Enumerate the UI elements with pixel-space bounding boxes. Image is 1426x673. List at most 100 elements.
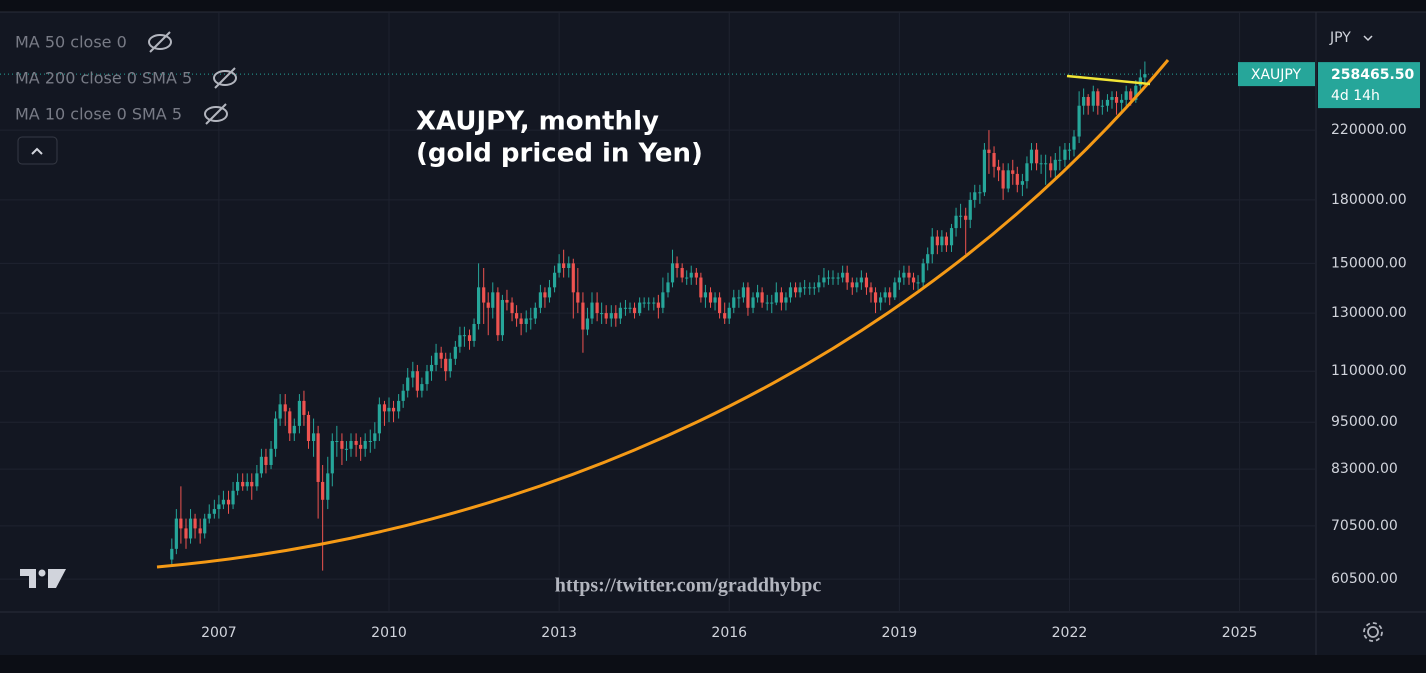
candle-body bbox=[746, 287, 750, 308]
candle-body bbox=[737, 297, 741, 299]
candle-body bbox=[1029, 149, 1034, 164]
candle-body bbox=[723, 313, 727, 319]
candle-body bbox=[184, 528, 188, 539]
candle-body bbox=[779, 292, 784, 303]
candle-body bbox=[770, 302, 774, 304]
settings-icon[interactable] bbox=[1363, 622, 1383, 642]
candle-body bbox=[1091, 91, 1095, 106]
candle-body bbox=[259, 456, 264, 474]
candle-body bbox=[845, 272, 849, 283]
candle-body bbox=[453, 346, 457, 359]
candle-body bbox=[429, 364, 434, 372]
candle-body bbox=[1015, 173, 1019, 185]
candle-body bbox=[694, 272, 698, 278]
trend-line bbox=[1066, 74, 1151, 86]
top-bar bbox=[0, 0, 1426, 12]
candle-body bbox=[652, 302, 656, 304]
candle-body bbox=[585, 318, 590, 330]
candle-body bbox=[1011, 170, 1015, 174]
candle-body bbox=[1082, 96, 1086, 106]
indicator-label[interactable]: MA 10 close 0 SMA 5 bbox=[15, 105, 182, 124]
candle-body bbox=[576, 292, 580, 303]
candle-body bbox=[685, 277, 689, 279]
candle-body bbox=[788, 287, 793, 298]
symbol-badge bbox=[1238, 62, 1315, 87]
indicator-label[interactable]: MA 200 close 0 SMA 5 bbox=[15, 69, 192, 88]
candle-body bbox=[708, 292, 713, 303]
candle-body bbox=[614, 313, 618, 319]
candle-body bbox=[798, 287, 802, 293]
candle-body bbox=[916, 282, 920, 284]
candle-body bbox=[335, 440, 339, 442]
candle-body bbox=[703, 292, 708, 298]
candle-body bbox=[893, 282, 897, 298]
candle-body bbox=[203, 518, 207, 534]
candle-body bbox=[618, 307, 622, 319]
candle-body bbox=[661, 292, 665, 308]
candle-body bbox=[992, 153, 996, 167]
candle-body bbox=[1134, 85, 1138, 100]
candle-body bbox=[382, 404, 387, 412]
countdown: 4d 14h bbox=[1331, 88, 1380, 104]
candle-body bbox=[292, 425, 296, 434]
y-tick-label: 110000.00 bbox=[1331, 363, 1407, 379]
watermark: https://twitter.com/graddhybpc bbox=[555, 575, 822, 597]
indicator-label[interactable]: MA 50 close 0 bbox=[15, 33, 127, 52]
candle-body bbox=[1120, 99, 1124, 103]
candle-body bbox=[595, 302, 599, 314]
candle-body bbox=[188, 518, 193, 539]
candle-body bbox=[344, 448, 349, 450]
candle-body bbox=[1053, 159, 1057, 171]
candle-body bbox=[340, 440, 344, 449]
candle-body bbox=[930, 236, 934, 255]
x-tick-label: 2025 bbox=[1222, 625, 1258, 641]
candle-body bbox=[949, 228, 954, 246]
candle-body bbox=[1086, 96, 1090, 106]
candle-body bbox=[368, 440, 372, 442]
symbol-label: XAUJPY bbox=[1251, 67, 1302, 83]
candle-body bbox=[321, 481, 325, 500]
candle-body bbox=[1100, 105, 1104, 107]
candle-body bbox=[751, 297, 755, 308]
candle-body bbox=[1072, 136, 1076, 150]
y-tick-label: 60500.00 bbox=[1331, 571, 1398, 587]
candle-body bbox=[567, 263, 571, 269]
x-tick-label: 2022 bbox=[1052, 625, 1088, 641]
candle-body bbox=[841, 272, 845, 278]
candle-body bbox=[996, 166, 1001, 171]
candle-body bbox=[510, 302, 514, 314]
y-tick-label: 70500.00 bbox=[1331, 518, 1398, 534]
candle-body bbox=[467, 335, 472, 341]
candle-body bbox=[940, 236, 944, 246]
candle-body bbox=[888, 292, 892, 298]
candle-body bbox=[600, 313, 604, 315]
candle-body bbox=[1020, 181, 1024, 185]
hidden-icons bbox=[148, 31, 237, 125]
candle-body bbox=[817, 282, 821, 288]
candle-body bbox=[448, 358, 452, 372]
candle-body bbox=[231, 490, 235, 505]
candle-body bbox=[793, 287, 798, 293]
candle-body bbox=[221, 499, 226, 505]
candle-body bbox=[434, 352, 438, 365]
bottom-bar bbox=[0, 655, 1426, 673]
currency-selector[interactable]: JPY bbox=[1329, 30, 1351, 46]
candle-body bbox=[675, 263, 679, 269]
candle-body bbox=[326, 473, 330, 500]
candle-body bbox=[609, 313, 613, 319]
candle-body bbox=[774, 292, 778, 303]
candle-body bbox=[411, 371, 415, 378]
candle-body bbox=[273, 418, 278, 449]
candle-body bbox=[836, 277, 840, 279]
price-badge bbox=[1318, 62, 1420, 109]
candle-body bbox=[1044, 163, 1048, 165]
candle-body bbox=[581, 302, 585, 330]
candle-body bbox=[543, 292, 547, 298]
candle-body bbox=[958, 215, 963, 217]
candle-body bbox=[557, 263, 561, 273]
candle-body bbox=[689, 272, 693, 278]
candle-body bbox=[255, 473, 259, 487]
candle-body bbox=[803, 287, 807, 289]
candle-body bbox=[207, 513, 211, 519]
